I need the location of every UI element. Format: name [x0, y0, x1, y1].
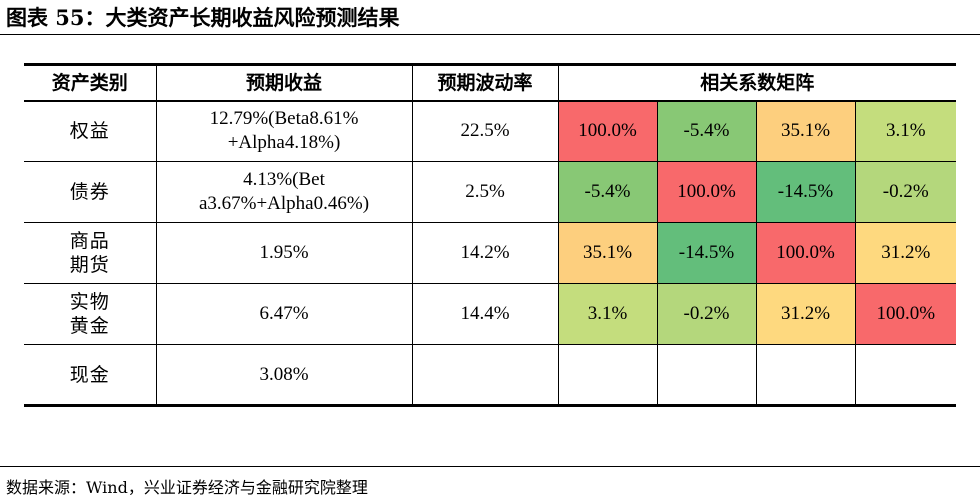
header-expected-volatility: 预期波动率 — [411, 64, 559, 102]
correlation-cell: 31.2% — [755, 283, 856, 345]
correlation-cell: 31.2% — [854, 222, 957, 284]
expected-return-cell: 4.13%(Bet a3.67%+Alpha0.46%) — [155, 161, 413, 223]
expected-return-cell: 6.47% — [155, 283, 413, 345]
source-note: 数据来源：Wind，兴业证券经济与金融研究院整理 — [6, 478, 368, 497]
expected-volatility-cell: 22.5% — [411, 100, 559, 162]
table-row: 实物 黄金 6.47% 14.4% 3.1% -0.2% 31.2% 100.0% — [24, 283, 957, 345]
asset-class-cell: 实物 黄金 — [24, 283, 157, 345]
correlation-cell: 100.0% — [854, 283, 957, 345]
table-row: 现金 3.08% — [24, 344, 957, 406]
header-expected-return: 预期收益 — [155, 64, 413, 102]
table-row: 债券 4.13%(Bet a3.67%+Alpha0.46%) 2.5% -5.4% 10… — [24, 161, 957, 223]
correlation-cell: 35.1% — [755, 100, 856, 162]
expected-return-cell: 3.08% — [155, 344, 413, 406]
asset-class-cell: 债券 — [24, 161, 157, 223]
expected-volatility-cell: 2.5% — [411, 161, 559, 223]
asset-class-cell: 权益 — [24, 100, 157, 162]
expected-return-cell: 12.79%(Beta8.61% +Alpha4.18%) — [155, 100, 413, 162]
correlation-cell: -14.5% — [755, 161, 856, 223]
header-asset-class: 资产类别 — [24, 64, 157, 102]
correlation-cell — [854, 344, 957, 406]
correlation-cell: 100.0% — [557, 100, 658, 162]
correlation-cell: 3.1% — [854, 100, 957, 162]
correlation-cell: 3.1% — [557, 283, 658, 345]
table-row: 权益 12.79%(Beta8.61% +Alpha4.18%) 22.5% 100.0… — [24, 100, 957, 162]
correlation-cell: 35.1% — [557, 222, 658, 284]
correlation-cell: -0.2% — [656, 283, 757, 345]
header-correlation-matrix: 相关系数矩阵 — [557, 64, 957, 102]
source-divider — [0, 466, 980, 467]
correlation-cell — [755, 344, 856, 406]
expected-volatility-cell: 14.2% — [411, 222, 559, 284]
asset-class-cell: 现金 — [24, 344, 157, 406]
correlation-cell — [557, 344, 658, 406]
figure-title: 图表 55：大类资产长期收益风险预测结果 — [6, 5, 400, 30]
table-row: 商品 期货 1.95% 14.2% 35.1% -14.5% 100.0% 31.2% — [24, 222, 957, 284]
correlation-cell: 100.0% — [755, 222, 856, 284]
expected-volatility-cell — [411, 344, 559, 406]
correlation-cell: -5.4% — [557, 161, 658, 223]
correlation-cell: 100.0% — [656, 161, 757, 223]
title-divider — [0, 34, 980, 35]
asset-class-cell: 商品 期货 — [24, 222, 157, 284]
expected-volatility-cell: 14.4% — [411, 283, 559, 345]
header-row: 资产类别 预期收益 预期波动率 相关系数矩阵 — [24, 64, 957, 102]
risk-return-table: 资产类别 预期收益 预期波动率 相关系数矩阵 权益 12.79%(Beta8.61… — [24, 63, 957, 407]
correlation-cell: -5.4% — [656, 100, 757, 162]
expected-return-cell: 1.95% — [155, 222, 413, 284]
correlation-cell — [656, 344, 757, 406]
correlation-cell: -14.5% — [656, 222, 757, 284]
correlation-cell: -0.2% — [854, 161, 957, 223]
